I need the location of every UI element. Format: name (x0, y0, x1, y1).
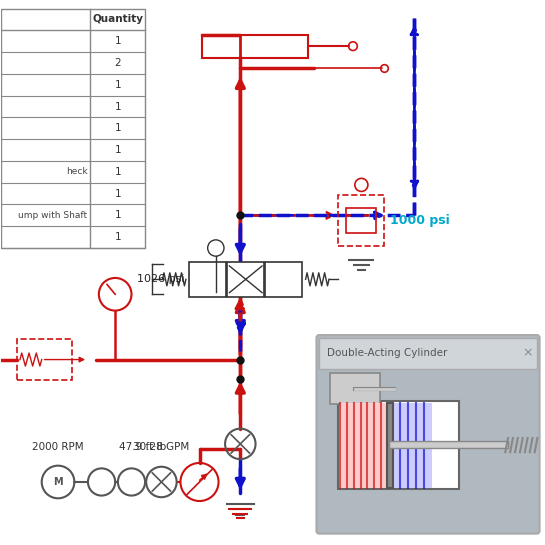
Text: 2000 RPM: 2000 RPM (32, 442, 84, 452)
Text: heck: heck (66, 167, 88, 177)
Text: 1: 1 (114, 145, 121, 155)
Text: 1026 psi: 1026 psi (137, 274, 184, 284)
Text: 2: 2 (114, 58, 121, 68)
Text: 1: 1 (114, 189, 121, 198)
Text: 1: 1 (114, 37, 121, 46)
Text: 30.28 GPM: 30.28 GPM (134, 442, 190, 452)
Bar (391, 403, 433, 488)
Bar (227, 262, 264, 297)
Text: Double-Acting Cylinder: Double-Acting Cylinder (328, 348, 448, 358)
Text: ump with Shaft: ump with Shaft (19, 211, 88, 220)
Bar (338, 401, 459, 489)
Text: 1: 1 (114, 80, 121, 90)
Bar (319, 338, 537, 369)
Text: Quantity: Quantity (92, 15, 143, 25)
Bar (338, 195, 384, 246)
Bar (330, 373, 380, 404)
Text: 47.9 ft·lb: 47.9 ft·lb (119, 442, 166, 452)
Text: 1: 1 (114, 101, 121, 112)
Bar (1, 9, 145, 248)
Text: 1: 1 (114, 167, 121, 177)
FancyBboxPatch shape (317, 335, 540, 534)
Bar (202, 35, 308, 58)
Text: 1: 1 (114, 123, 121, 134)
Bar (265, 262, 302, 297)
Text: 1: 1 (114, 232, 121, 242)
Bar (386, 403, 393, 488)
Text: 1000 psi: 1000 psi (390, 214, 450, 227)
Bar (340, 403, 388, 488)
Bar (189, 262, 226, 297)
Text: ×: × (522, 347, 532, 360)
Bar (347, 208, 377, 233)
Bar (17, 339, 71, 380)
Text: 1: 1 (114, 210, 121, 220)
Text: M: M (53, 477, 63, 487)
